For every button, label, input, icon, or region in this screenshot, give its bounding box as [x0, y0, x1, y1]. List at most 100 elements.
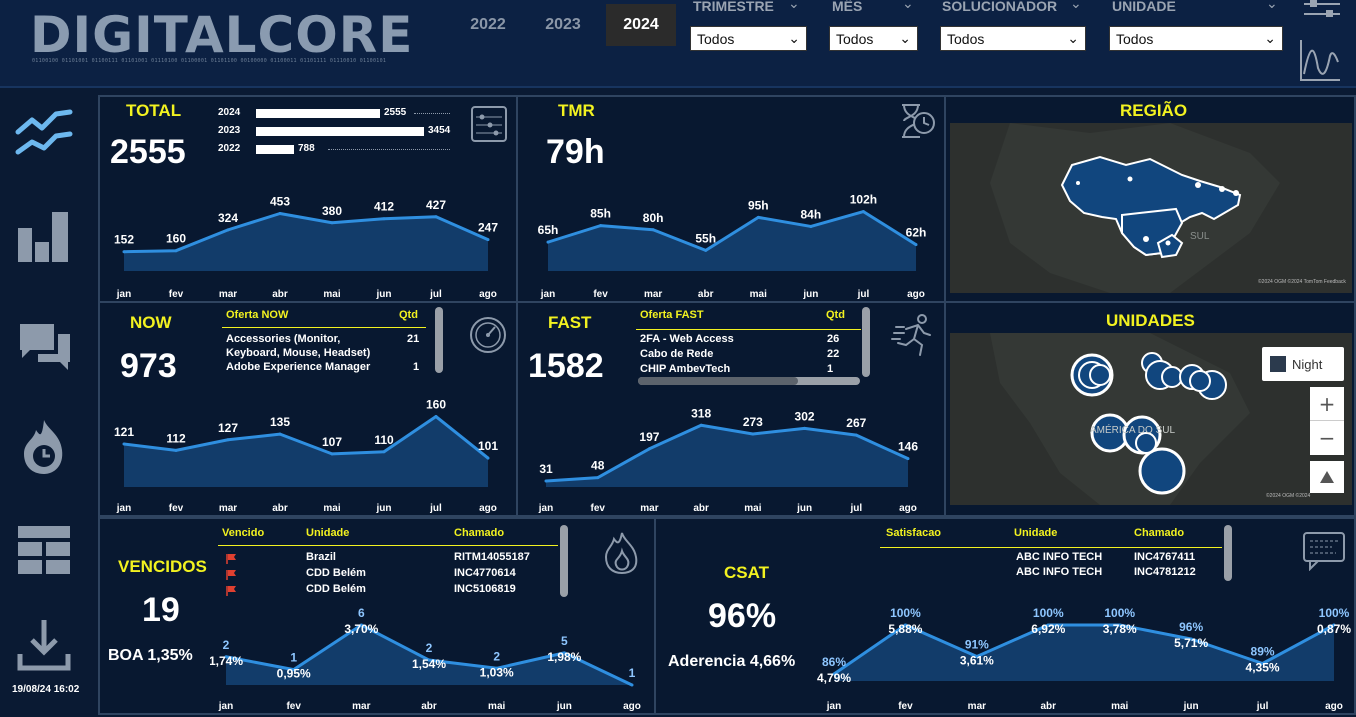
data-point[interactable] [903, 623, 907, 627]
csat-row-unidade[interactable]: ABC INFO TECH [1016, 566, 1103, 578]
fast-hscrollbar[interactable] [638, 377, 860, 385]
chat-icon[interactable] [14, 316, 74, 376]
regiao-map[interactable]: SUL ©2024 OGM ©2024 TomTom Feedback [950, 123, 1352, 293]
data-point[interactable] [975, 655, 979, 658]
year-button-2024[interactable]: 2024 [606, 4, 676, 46]
data-point[interactable] [803, 426, 807, 430]
line-chart-icon[interactable] [14, 106, 74, 166]
data-point[interactable] [359, 623, 363, 627]
data-point[interactable] [809, 224, 813, 228]
vencidos-row-unidade[interactable]: Brazil [306, 551, 336, 563]
grid-icon[interactable] [14, 520, 74, 580]
data-point[interactable] [756, 215, 760, 219]
data-point[interactable] [434, 415, 438, 419]
data-point[interactable] [647, 447, 651, 451]
mes-dropdown[interactable]: Todos ⌄ [829, 26, 918, 51]
unidade-dropdown[interactable]: Todos ⌄ [1109, 26, 1283, 51]
year-bar[interactable] [256, 127, 424, 136]
fast-row-name[interactable]: CHIP AmbevTech [640, 363, 731, 375]
map-credits[interactable]: ©2024 OGM ©2024 [1266, 493, 1311, 499]
data-point[interactable] [1261, 662, 1265, 665]
now-row-name[interactable]: Accessories (Monitor, [226, 333, 341, 345]
vencidos-row-chamado[interactable]: INC4770614 [454, 567, 516, 579]
data-point[interactable] [861, 210, 865, 214]
data-point[interactable] [704, 248, 708, 252]
data-point[interactable] [1118, 623, 1122, 627]
now-table-scrollbar[interactable] [435, 307, 443, 373]
trend-chart-icon[interactable] [1298, 38, 1342, 84]
unidades-map[interactable]: AMÉRICA DO SUL Night + − ©2024 OGM ©2024 [950, 333, 1352, 505]
data-point[interactable] [174, 448, 178, 452]
data-point[interactable] [226, 438, 230, 442]
csat-row-unidade[interactable]: ABC INFO TECH [1016, 551, 1103, 563]
data-point[interactable] [832, 672, 836, 676]
data-point[interactable] [914, 243, 918, 247]
data-point[interactable] [434, 215, 438, 219]
map-credits[interactable]: ©2024 OGM ©2024 TomTom Feedback [1258, 279, 1346, 285]
data-point[interactable] [699, 423, 703, 427]
region-shape[interactable] [1156, 233, 1184, 259]
vencidos-row-unidade[interactable]: CDD Belém [306, 567, 366, 579]
data-point[interactable] [122, 250, 126, 254]
download-icon[interactable] [14, 616, 74, 676]
bar-chart-icon[interactable] [14, 206, 74, 266]
data-point[interactable] [278, 432, 282, 436]
vencidos-row-chamado[interactable]: RITM14055187 [454, 551, 530, 563]
series-line[interactable] [123, 415, 489, 460]
series-line[interactable] [545, 423, 909, 483]
solucionador-dropdown[interactable]: Todos ⌄ [940, 26, 1086, 51]
data-point[interactable] [495, 666, 499, 670]
series-line[interactable] [123, 212, 489, 254]
data-point[interactable] [854, 433, 858, 437]
zoom-in-button[interactable]: + [1310, 387, 1344, 421]
data-point[interactable] [382, 450, 386, 454]
trimestre-dropdown[interactable]: Todos ⌄ [690, 26, 807, 51]
year-bar[interactable] [256, 145, 294, 154]
zoom-out-button[interactable]: − [1318, 426, 1336, 450]
data-point[interactable] [562, 651, 566, 655]
data-point[interactable] [486, 456, 490, 460]
fast-table-scrollbar[interactable] [862, 307, 870, 377]
vencidos-row-chamado[interactable]: INC5106819 [454, 583, 516, 595]
fast-row-name[interactable]: 2FA - Web Access [640, 333, 734, 345]
now-row-name-cont[interactable]: Keyboard, Mouse, Headset) [226, 347, 371, 359]
data-point[interactable] [1046, 623, 1050, 627]
data-point[interactable] [1189, 637, 1193, 641]
series-line[interactable] [547, 210, 917, 252]
data-point[interactable] [546, 240, 550, 244]
data-point[interactable] [174, 249, 178, 253]
data-point[interactable] [906, 457, 910, 461]
data-point[interactable] [226, 228, 230, 232]
data-point[interactable] [599, 224, 603, 228]
year-bar[interactable] [256, 109, 380, 118]
vencidos-table-scrollbar[interactable] [560, 525, 568, 597]
data-point[interactable] [651, 228, 655, 232]
csat-row-chamado[interactable]: INC4767411 [1134, 551, 1196, 563]
data-point[interactable] [224, 655, 228, 659]
year-button-2023[interactable]: 2023 [545, 16, 581, 33]
sliders-icon[interactable] [1300, 0, 1344, 24]
csat-table-scrollbar[interactable] [1224, 525, 1232, 581]
data-point[interactable] [486, 238, 490, 242]
data-point[interactable] [292, 668, 296, 672]
region-shape[interactable] [1060, 155, 1242, 257]
tilt-button[interactable] [1310, 461, 1344, 493]
year-button-2022[interactable]: 2022 [470, 16, 506, 33]
now-row-name[interactable]: Adobe Experience Manager [226, 361, 371, 373]
data-point[interactable] [544, 479, 548, 483]
data-point[interactable] [122, 442, 126, 446]
series-line[interactable] [833, 623, 1335, 676]
data-point[interactable] [278, 212, 282, 216]
data-point[interactable] [330, 221, 334, 225]
vencidos-row-unidade[interactable]: CDD Belém [306, 583, 366, 595]
csat-row-chamado[interactable]: INC4781212 [1134, 566, 1196, 578]
data-point[interactable] [630, 683, 634, 687]
data-point[interactable] [751, 432, 755, 436]
night-mode-button[interactable]: Night [1262, 347, 1344, 381]
fast-row-name[interactable]: Cabo de Rede [640, 348, 714, 360]
data-point[interactable] [596, 476, 600, 480]
data-point[interactable] [382, 217, 386, 221]
data-point[interactable] [330, 452, 334, 456]
fire-clock-icon[interactable] [14, 416, 74, 476]
data-point[interactable] [1332, 623, 1336, 627]
